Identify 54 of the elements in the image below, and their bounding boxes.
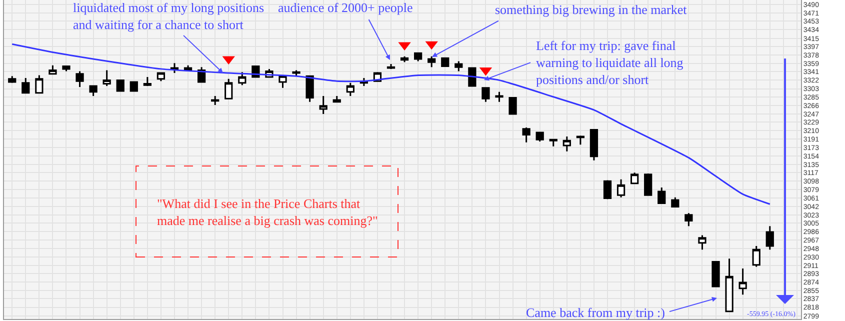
candlestick bbox=[62, 65, 70, 72]
candlestick bbox=[752, 245, 760, 268]
candlestick bbox=[48, 64, 57, 75]
candlestick bbox=[211, 95, 220, 106]
candlestick bbox=[22, 77, 30, 94]
candlestick bbox=[428, 56, 436, 68]
candlestick bbox=[332, 95, 341, 103]
candlestick bbox=[495, 91, 504, 103]
candlestick bbox=[658, 186, 666, 204]
candlestick bbox=[536, 132, 544, 142]
candlestick bbox=[630, 172, 639, 184]
candlestick bbox=[454, 60, 463, 72]
annotation: audience of 2000+ people bbox=[278, 0, 413, 15]
annotation: something big brewing in the market bbox=[495, 2, 688, 17]
candlestick bbox=[319, 95, 328, 115]
candlestick bbox=[482, 87, 490, 103]
candlestick bbox=[576, 134, 584, 146]
candlestick bbox=[414, 52, 422, 62]
candlestick bbox=[698, 234, 706, 250]
candlestick bbox=[684, 212, 693, 227]
candlestick bbox=[346, 82, 354, 97]
candlestick bbox=[89, 85, 98, 97]
candlestick bbox=[116, 79, 124, 92]
candlestick bbox=[143, 76, 152, 87]
candlestick bbox=[468, 67, 476, 87]
candlestick bbox=[278, 75, 287, 89]
candlestick bbox=[224, 78, 233, 100]
candlestick bbox=[766, 225, 774, 250]
candlestick bbox=[725, 258, 734, 312]
candlestick bbox=[8, 75, 16, 84]
candlestick bbox=[76, 70, 84, 88]
candlestick bbox=[738, 268, 747, 296]
candlestick bbox=[35, 74, 44, 94]
candlestick bbox=[156, 72, 166, 82]
candlestick bbox=[671, 196, 680, 208]
annotation: "What did I see in the Price Charts that made me realise a big crash was coming?" bbox=[157, 196, 378, 228]
candlestick bbox=[590, 129, 598, 162]
annotation: liquidated most of my long positions and waiting for a chance to short bbox=[73, 0, 264, 32]
candlestick bbox=[386, 63, 396, 70]
candlestick bbox=[102, 70, 111, 87]
candlestick bbox=[712, 261, 720, 288]
candlestick bbox=[238, 71, 246, 86]
candlestick bbox=[522, 126, 530, 144]
candlestick bbox=[603, 179, 612, 200]
candlestick bbox=[549, 138, 558, 148]
candlestick bbox=[644, 172, 652, 196]
candlestick bbox=[306, 75, 314, 103]
annotation: Came back from my trip :) bbox=[526, 305, 665, 320]
candlestick bbox=[130, 81, 138, 92]
candlestick bbox=[508, 97, 517, 115]
candlestick bbox=[441, 57, 450, 67]
annotation: Left for my trip: gave final warning to liquidate all long positions and/or short bbox=[536, 38, 684, 87]
candlestick bbox=[616, 178, 626, 198]
candlestick bbox=[562, 136, 571, 152]
